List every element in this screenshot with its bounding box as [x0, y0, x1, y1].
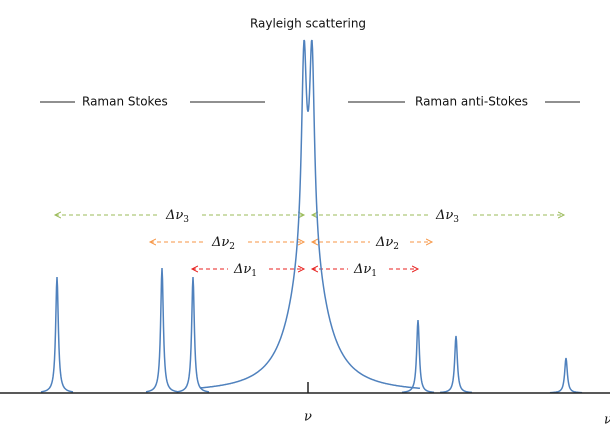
- shift-label: Δν3: [435, 208, 459, 225]
- shift-symbol: Δν: [435, 208, 453, 223]
- axis-label: ν: [604, 413, 610, 424]
- shift-subscript: 3: [453, 215, 459, 225]
- shift-subscript: 3: [183, 215, 189, 225]
- shift-subscript: 2: [229, 242, 235, 252]
- shift-label: Δν1: [233, 262, 257, 279]
- raman-peak: [176, 276, 210, 393]
- shift-symbol: Δν: [353, 262, 371, 277]
- label-bg: [430, 206, 470, 224]
- shift-label: Δν2: [375, 235, 399, 252]
- label-bg: [160, 206, 200, 224]
- raman-peak: [40, 276, 74, 393]
- shift-subscript: 1: [251, 269, 257, 279]
- raman-peak: [145, 267, 179, 393]
- shift-symbol: Δν: [233, 262, 251, 277]
- region-label: Raman Stokes: [82, 95, 168, 109]
- label-bg: [206, 233, 246, 251]
- region-label: Raman anti-Stokes: [415, 95, 528, 109]
- shift-subscript: 2: [393, 242, 399, 252]
- raman-peak: [401, 319, 435, 394]
- axis-label: ν: [304, 410, 312, 424]
- label-bg: [370, 233, 410, 251]
- label-bg: [348, 260, 388, 278]
- shift-symbol: Δν: [165, 208, 183, 223]
- raman-peak: [440, 335, 472, 394]
- shift-symbol: Δν: [211, 235, 229, 250]
- title: Rayleigh scattering: [250, 17, 366, 31]
- raman-peak: [549, 357, 583, 394]
- shift-label: Δν1: [353, 262, 377, 279]
- shift-label: Δν3: [165, 208, 189, 225]
- shift-subscript: 1: [371, 269, 377, 279]
- rayleigh-peak: [200, 39, 421, 390]
- shift-label: Δν2: [211, 235, 235, 252]
- shift-symbol: Δν: [375, 235, 393, 250]
- label-bg: [228, 260, 268, 278]
